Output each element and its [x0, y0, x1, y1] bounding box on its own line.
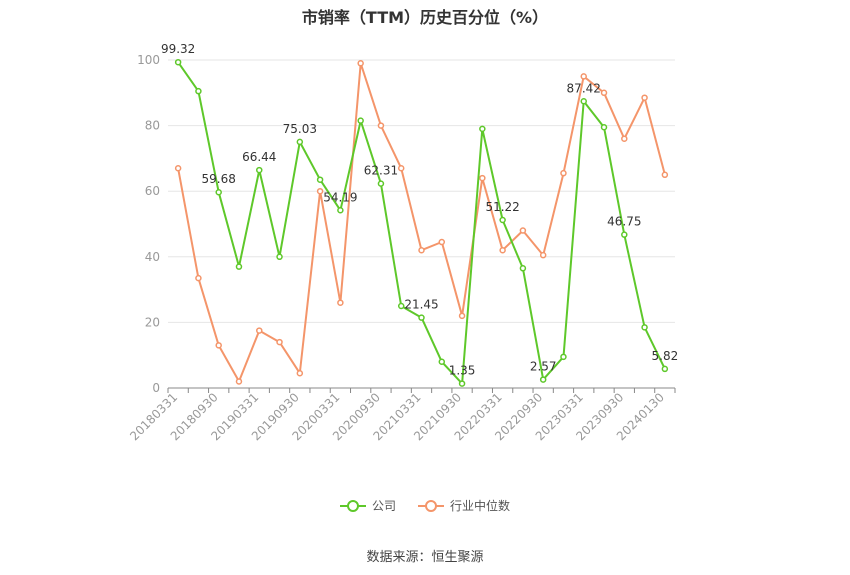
data-point	[580, 98, 587, 105]
grid-lines	[168, 59, 675, 323]
data-labels: 99.32 59.68 66.44 75.03 54.19 62.31 21.45 1.35 5…	[161, 42, 678, 377]
data-point	[621, 135, 628, 142]
data-label: 21.45	[404, 298, 438, 312]
data-point	[316, 187, 324, 195]
data-point	[195, 87, 202, 95]
data-label: 46.75	[607, 215, 641, 229]
data-point	[174, 58, 182, 66]
data-label: 87.42	[567, 81, 601, 95]
data-point	[215, 188, 222, 196]
data-point	[357, 117, 364, 124]
legend-company-marker	[339, 499, 366, 512]
data-point	[560, 353, 567, 361]
data-point	[519, 227, 527, 234]
legend-company-label: 公司	[371, 499, 396, 513]
data-point	[641, 94, 648, 101]
y-tick-label: 20	[145, 315, 160, 329]
data-label: 59.68	[202, 172, 236, 186]
data-point	[235, 378, 243, 385]
y-tick-label: 0	[152, 381, 160, 395]
data-point	[296, 369, 304, 377]
series-line	[177, 61, 666, 385]
legend: 公司 行业中位数	[0, 497, 850, 514]
legend-industry-label: 行业中位数	[450, 499, 511, 513]
series-layer	[174, 58, 669, 387]
data-point	[397, 302, 405, 310]
data-point	[195, 274, 202, 282]
data-point	[418, 246, 425, 254]
data-label: 5.82	[652, 349, 679, 363]
data-point	[539, 376, 547, 383]
legend-item-industry-median[interactable]: 行业中位数	[418, 497, 510, 514]
data-point	[560, 169, 567, 177]
series-industry-median	[174, 60, 669, 385]
data-point	[418, 314, 425, 321]
data-point	[256, 327, 263, 334]
data-point	[661, 171, 669, 179]
y-tick-label: 100	[137, 53, 160, 67]
data-point	[377, 180, 385, 187]
data-label: 66.44	[242, 150, 276, 164]
y-tick-label: 60	[145, 184, 160, 198]
data-point	[438, 358, 446, 366]
data-point	[621, 231, 628, 238]
data-source: 数据来源：恒生聚源	[366, 550, 484, 565]
data-point	[499, 216, 506, 224]
data-point	[316, 176, 324, 183]
data-label: 62.31	[364, 164, 398, 178]
legend-item-company[interactable]: 公司	[339, 497, 396, 514]
data-point	[479, 125, 486, 133]
data-label: 2.57	[530, 360, 557, 374]
data-point	[479, 174, 486, 182]
data-label: 1.35	[449, 364, 476, 378]
data-point	[458, 312, 466, 320]
data-point	[519, 265, 527, 272]
y-tick-label: 40	[145, 250, 160, 264]
data-point	[276, 253, 283, 261]
data-point	[174, 164, 182, 172]
data-point	[661, 365, 669, 373]
data-point	[256, 166, 263, 174]
data-point	[337, 299, 344, 306]
data-point	[600, 123, 608, 131]
data-point	[337, 207, 344, 214]
data-point	[600, 89, 608, 97]
data-point	[539, 251, 547, 259]
chart-title: 市销率（TTM）历史百分位（%）	[301, 8, 549, 27]
data-label: 75.03	[283, 122, 317, 136]
data-point	[357, 60, 364, 67]
data-point	[397, 164, 405, 172]
data-label: 99.32	[161, 42, 195, 56]
series-company	[174, 58, 669, 387]
data-point	[235, 263, 243, 270]
data-point	[276, 338, 283, 346]
data-label: 54.19	[323, 190, 357, 204]
data-point	[377, 122, 385, 129]
data-point	[458, 380, 466, 387]
data-point	[580, 73, 587, 80]
legend-industry-marker	[418, 499, 444, 512]
y-tick-label: 80	[145, 119, 160, 133]
data-point	[296, 138, 304, 146]
data-point	[438, 238, 446, 246]
data-label: 51.22	[485, 200, 519, 214]
data-point	[499, 246, 506, 254]
data-point	[215, 342, 222, 349]
data-point	[641, 324, 648, 331]
